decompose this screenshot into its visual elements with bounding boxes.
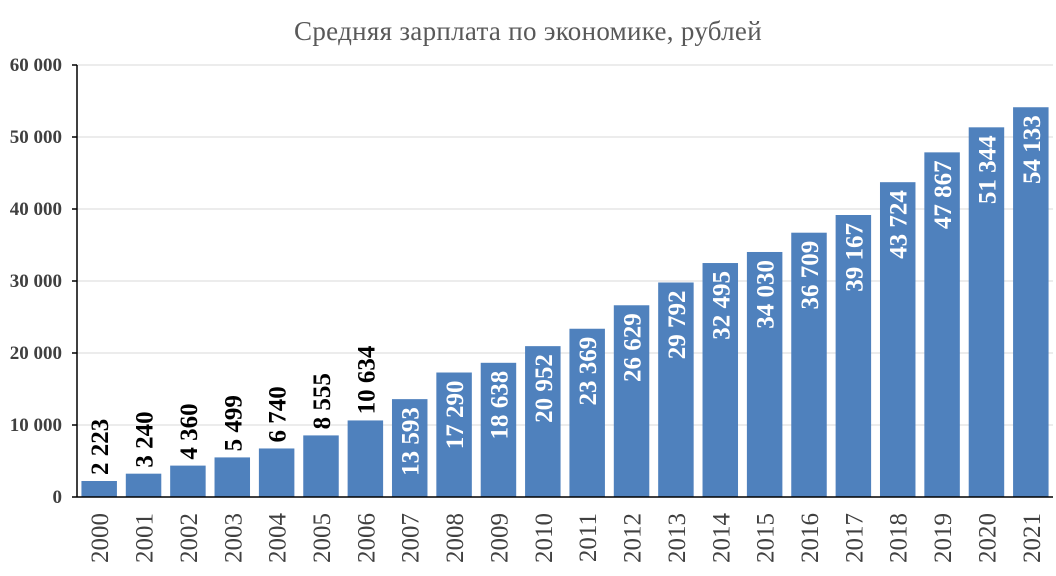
bar-2016 <box>791 232 827 498</box>
x-tick-label-2005: 2005 <box>309 513 336 563</box>
data-label-2015: 34 030 <box>753 260 780 329</box>
data-label-2012: 26 629 <box>620 313 647 382</box>
x-tick-label-2017: 2017 <box>841 513 868 563</box>
x-tick-label-2021: 2021 <box>1019 513 1046 563</box>
x-tick-label-2007: 2007 <box>398 513 425 563</box>
bar-2017 <box>835 214 872 497</box>
x-tick-label-2010: 2010 <box>531 513 558 563</box>
axes <box>72 64 1053 498</box>
bar-2021 <box>1013 107 1049 497</box>
data-label-2014: 32 495 <box>708 271 735 340</box>
data-label-2018: 43 724 <box>886 190 913 259</box>
bar-2013 <box>658 282 694 497</box>
data-label-2006: 10 634 <box>353 345 380 414</box>
x-tick-label-2006: 2006 <box>353 513 380 563</box>
x-tick-label-2003: 2003 <box>220 513 247 563</box>
x-tick-label-2001: 2001 <box>132 513 159 563</box>
x-tick-label-2019: 2019 <box>930 513 957 563</box>
y-tick-labels: 0 10 000 20 000 30 000 40 000 50 000 60 000 <box>10 55 62 508</box>
bar-2006 <box>347 420 384 497</box>
data-label-2007: 13 593 <box>398 407 425 476</box>
bar-2003 <box>214 457 251 497</box>
x-tick-label-2011: 2011 <box>575 513 602 562</box>
x-tick-labels: 2000 2001 2002 2003 2004 2005 2006 2007 2008 2009… <box>87 513 1046 564</box>
x-tick-label-2013: 2013 <box>664 513 691 563</box>
data-label-2009: 18 638 <box>486 371 513 440</box>
bar-2001 <box>125 473 162 497</box>
x-tick-label-2015: 2015 <box>753 513 780 563</box>
bar-2004 <box>258 448 295 497</box>
y-tick-label: 40 000 <box>10 199 62 220</box>
data-label-2003: 5 499 <box>220 395 247 451</box>
x-tick-label-2012: 2012 <box>620 513 647 563</box>
bar-2010 <box>525 346 561 497</box>
data-label-2016: 36 709 <box>797 241 824 310</box>
bar-2000 <box>81 480 117 497</box>
y-tick-label: 60 000 <box>10 55 62 76</box>
data-label-2008: 17 290 <box>442 381 469 450</box>
data-label-2004: 6 740 <box>265 386 292 442</box>
x-tick-label-2018: 2018 <box>886 513 913 563</box>
data-label-2021: 54 133 <box>1019 115 1046 184</box>
y-tick-label: 20 000 <box>10 343 62 364</box>
bar-2008 <box>436 372 472 497</box>
x-tick-label-2002: 2002 <box>176 513 203 563</box>
x-tick-label-2000: 2000 <box>87 513 114 563</box>
data-labels: 2 223 3 240 4 360 5 499 6 740 8 555 10 634 13 5… <box>87 115 1046 476</box>
data-label-2011: 23 369 <box>575 337 602 406</box>
data-label-2020: 51 344 <box>974 135 1001 204</box>
data-label-2002: 4 360 <box>176 403 203 459</box>
x-tick-label-2016: 2016 <box>797 513 824 563</box>
data-label-2005: 8 555 <box>309 373 336 429</box>
bar-2012 <box>613 305 650 497</box>
data-label-2001: 3 240 <box>132 411 159 467</box>
bar-2018 <box>879 182 916 497</box>
data-label-2019: 47 867 <box>930 160 957 229</box>
y-tick-label: 50 000 <box>10 127 62 148</box>
data-label-2013: 29 792 <box>664 290 691 359</box>
bar-2015 <box>746 251 783 497</box>
bar-2014 <box>702 263 739 497</box>
bar-2002 <box>170 465 206 497</box>
x-tick-label-2009: 2009 <box>486 513 513 563</box>
y-tick-label: 30 000 <box>10 271 62 292</box>
data-label-2010: 20 952 <box>531 354 558 423</box>
bar-2005 <box>303 435 339 497</box>
bar-2011 <box>569 328 605 497</box>
bar-2009 <box>480 362 517 497</box>
data-label-2017: 39 167 <box>841 223 868 292</box>
bar-2007 <box>391 399 428 497</box>
chart-title: Средняя зарплата по экономике, рублей <box>294 16 762 46</box>
y-tick-label: 0 <box>53 487 63 508</box>
x-tick-label-2008: 2008 <box>442 513 469 563</box>
y-tick-label: 10 000 <box>10 415 62 436</box>
x-tick-label-2014: 2014 <box>708 513 735 564</box>
bar-2019 <box>924 152 960 497</box>
x-tick-label-2004: 2004 <box>265 513 292 564</box>
bar-2020 <box>968 127 1005 498</box>
data-label-2000: 2 223 <box>87 419 114 475</box>
gridlines <box>77 64 1053 426</box>
x-tick-label-2020: 2020 <box>974 513 1001 563</box>
bars <box>81 107 1049 498</box>
